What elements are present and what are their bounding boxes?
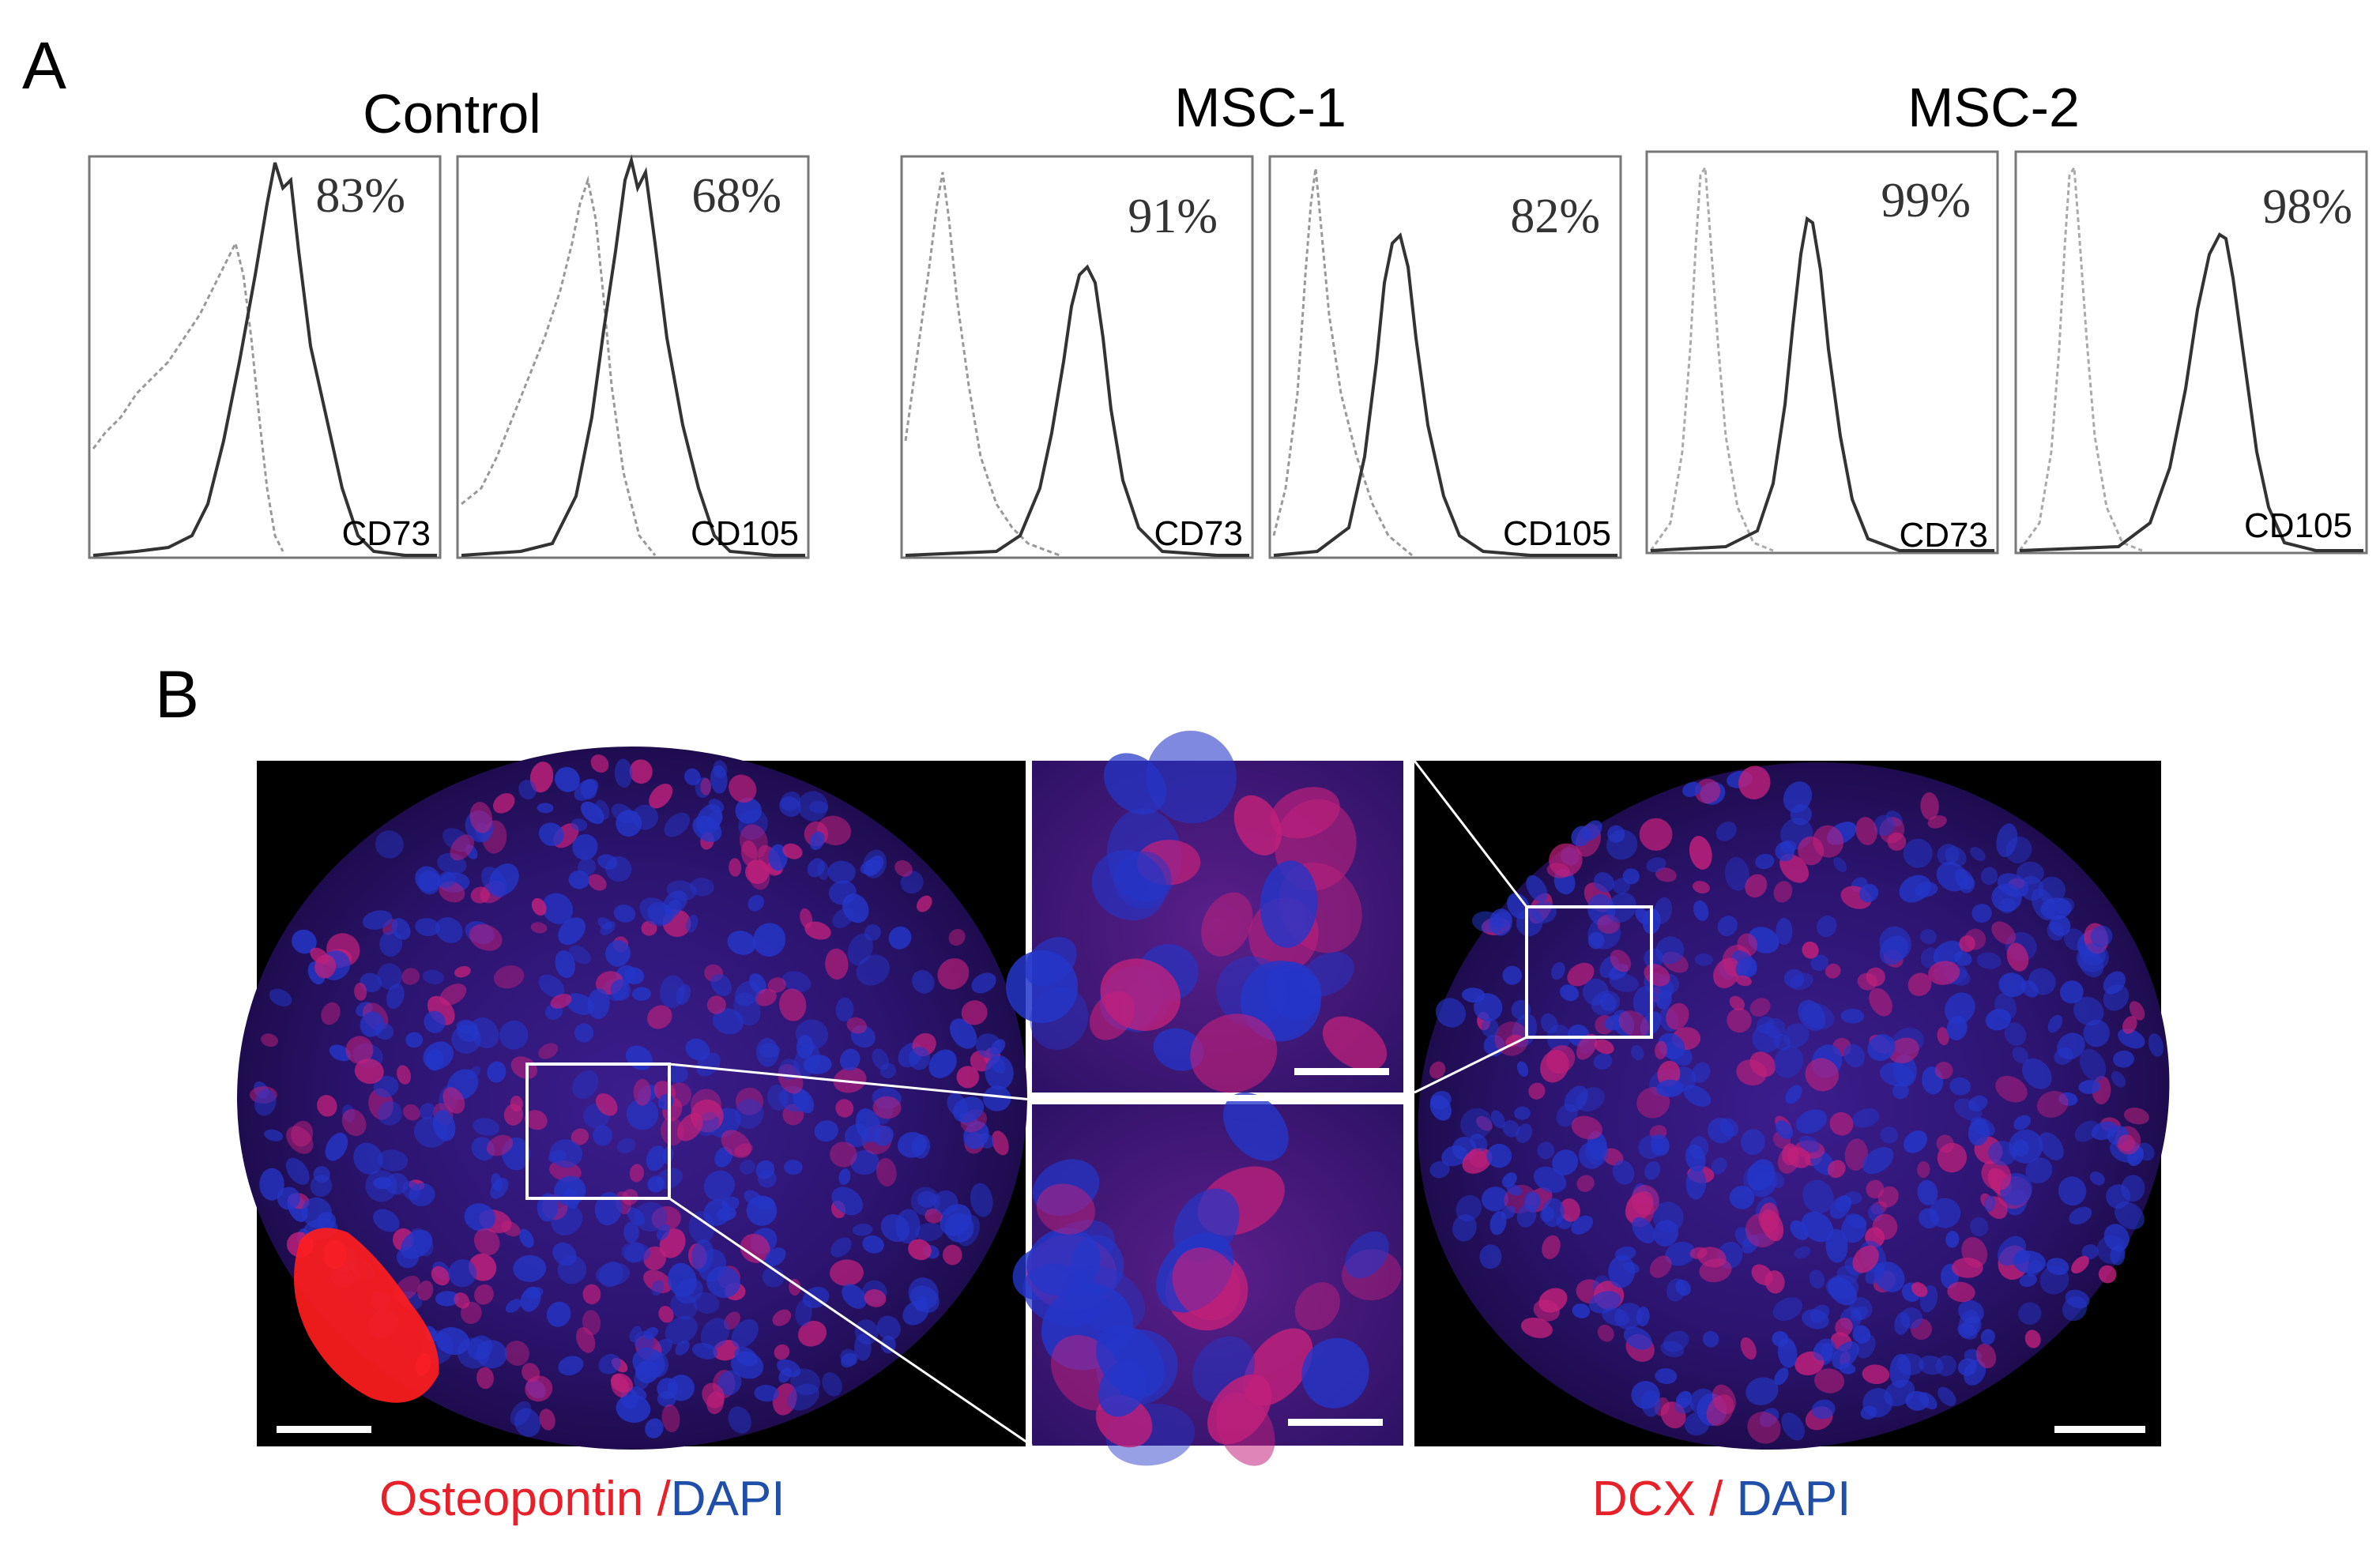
- isotype-curve: [1649, 164, 1774, 552]
- isotype-curve: [92, 239, 284, 552]
- histogram-msc2-cd73: 99% CD73: [1645, 150, 1999, 555]
- zoom-inset-bottom: [1012, 1092, 1403, 1466]
- marker-label: CD73: [1154, 514, 1244, 553]
- panel-b-label: B: [155, 657, 199, 732]
- zoom-box-left: [525, 1062, 671, 1200]
- percent-label: 99%: [1881, 174, 1971, 228]
- marker-label: CD73: [342, 514, 431, 553]
- isotype-curve: [904, 171, 1060, 557]
- histogram-control-cd73: 83% CD73: [88, 155, 442, 559]
- isotype-curve: [461, 175, 657, 556]
- isotype-curve: [1272, 167, 1413, 557]
- group-title-msc1: MSC-1: [1174, 77, 1346, 138]
- marker-label: CD105: [2244, 506, 2352, 545]
- osteopontin-deposit: [294, 1228, 439, 1403]
- caption-left: Osteopontin /DAPI: [379, 1472, 785, 1526]
- stained-curve: [461, 154, 805, 557]
- zoom-inset-top: [1006, 730, 1403, 1093]
- micrograph-osteopontin: [237, 747, 1027, 1450]
- histogram-msc1-cd105: 82% CD105: [1268, 155, 1622, 559]
- histogram-msc2-cd105: 98% CD105: [2014, 150, 2368, 555]
- micrograph-dcx: [1414, 761, 2170, 1450]
- stained-curve: [92, 162, 437, 557]
- cell-nuclei-left: [249, 754, 1014, 1439]
- stained-curve: [2019, 232, 2363, 552]
- marker-label: CD73: [1900, 516, 1989, 555]
- group-control: Control 83% CD73 68% CD105: [88, 83, 810, 559]
- group-msc1: MSC-1 91% CD73 82% CD105: [900, 77, 1622, 559]
- group-msc2: MSC-2 99% CD73 98% CD105: [1645, 77, 2368, 555]
- histogram-msc1-cd73: 91% CD73: [900, 155, 1254, 559]
- percent-label: 91%: [1128, 190, 1218, 243]
- percent-label: 82%: [1510, 190, 1600, 243]
- histogram-control-cd105: 68% CD105: [456, 154, 810, 559]
- stained-curve: [1650, 216, 1994, 552]
- panel-a-label: A: [22, 28, 66, 103]
- isotype-curve: [2018, 164, 2143, 552]
- scale-bar: [2054, 1426, 2145, 1433]
- scale-bar: [277, 1426, 371, 1433]
- group-title-control: Control: [363, 83, 541, 145]
- stained-curve: [905, 264, 1249, 557]
- marker-label: CD105: [1503, 514, 1611, 553]
- scale-bar: [1288, 1419, 1383, 1426]
- percent-label: 83%: [315, 169, 405, 223]
- stained-curve: [1273, 232, 1617, 557]
- percent-label: 68%: [691, 169, 781, 223]
- cell-nuclei-right: [1429, 765, 2163, 1444]
- zoom-box-right: [1525, 905, 1653, 1039]
- caption-right: DCX / DAPI: [1592, 1472, 1851, 1526]
- zoom-connectors: [668, 760, 1528, 1447]
- group-title-msc2: MSC-2: [1907, 77, 2080, 138]
- scale-bar: [1294, 1068, 1389, 1075]
- marker-label: CD105: [691, 514, 799, 553]
- percent-label: 98%: [2262, 180, 2352, 234]
